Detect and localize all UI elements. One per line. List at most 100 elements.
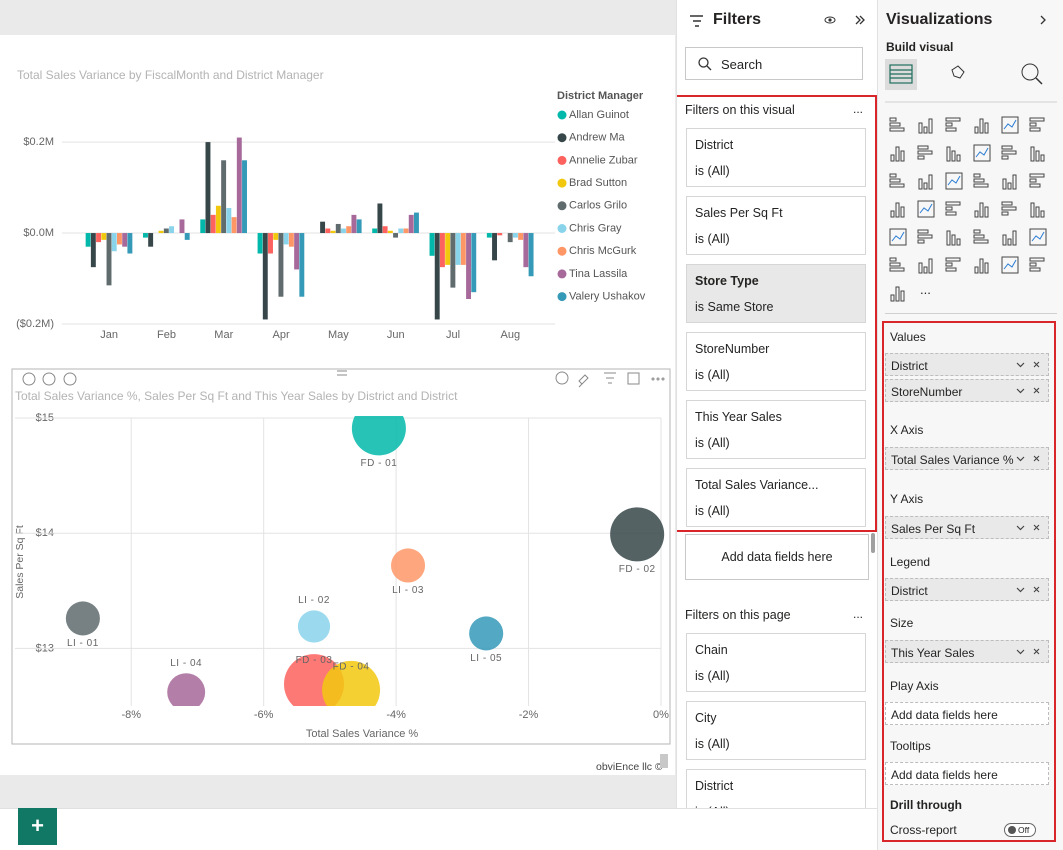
visual-type-icon[interactable] xyxy=(974,202,989,218)
visual-type-icon[interactable] xyxy=(973,229,989,244)
icon-part xyxy=(1029,122,1037,127)
filter-card[interactable]: Sales Per Sq Ft is (All) xyxy=(686,196,866,255)
filter-card[interactable]: Store Type is Same Store xyxy=(686,264,866,323)
visual-type-icon[interactable] xyxy=(945,201,961,216)
visual-type-icon[interactable] xyxy=(918,118,933,134)
bar xyxy=(393,233,399,238)
filter-field: City xyxy=(695,711,717,725)
pane-title: Filters xyxy=(713,11,762,28)
visual-type-icon[interactable] xyxy=(945,172,963,190)
filter-card[interactable]: District is (All) xyxy=(686,769,866,808)
section-more[interactable]: ... xyxy=(853,102,864,116)
x-tick-label: Mar xyxy=(214,329,233,341)
visual-type-icon[interactable] xyxy=(945,117,961,132)
bar xyxy=(184,233,190,240)
visual-type-icon[interactable] xyxy=(917,200,935,218)
visual-type-icon[interactable] xyxy=(1001,116,1019,134)
filter-card[interactable]: Chain is (All) xyxy=(686,633,866,692)
visual-type-icon[interactable] xyxy=(918,174,933,190)
visual-type-icon[interactable] xyxy=(917,229,933,244)
visual-type-icon[interactable] xyxy=(973,144,991,162)
field-pill[interactable]: StoreNumber xyxy=(885,379,1049,402)
visual-frame xyxy=(11,368,671,745)
field-pill[interactable]: District xyxy=(885,353,1049,376)
tab-format[interactable] xyxy=(951,65,965,79)
add-page-button[interactable]: + xyxy=(18,808,57,845)
filter-card[interactable]: Total Sales Variance... is (All) xyxy=(686,468,866,527)
bar xyxy=(273,233,279,240)
more-visuals[interactable]: ... xyxy=(920,282,931,297)
plot-area xyxy=(65,416,665,706)
visual-type-icon[interactable] xyxy=(1002,174,1017,190)
filter-field: Sales Per Sq Ft xyxy=(695,206,783,220)
visual-type-icon[interactable] xyxy=(889,117,905,132)
visual-type-icon[interactable] xyxy=(1030,146,1045,162)
toggle[interactable]: Off xyxy=(1004,823,1036,837)
section-more[interactable]: ... xyxy=(853,607,864,621)
visual-type-icon[interactable] xyxy=(890,286,905,302)
drop-zone[interactable]: Add data fields here xyxy=(885,762,1049,785)
visual-type-icon[interactable] xyxy=(918,258,933,274)
bar xyxy=(262,233,268,320)
field-pill[interactable]: District xyxy=(885,578,1049,601)
tab-analytics[interactable] xyxy=(1021,63,1039,81)
field-pill[interactable]: Sales Per Sq Ft xyxy=(885,516,1049,539)
visual-type-icon[interactable] xyxy=(889,257,905,272)
visual-type-icon[interactable] xyxy=(1002,230,1017,246)
bar xyxy=(268,233,273,254)
bar xyxy=(96,233,102,243)
icon-part xyxy=(889,173,897,178)
visual-type-icon[interactable] xyxy=(889,173,905,188)
filter-card[interactable]: City is (All) xyxy=(686,701,866,760)
visual-type-icon[interactable] xyxy=(945,257,961,272)
icon-part xyxy=(973,183,989,188)
visual-type-icon[interactable] xyxy=(1029,228,1047,246)
visual-type-icon[interactable] xyxy=(1001,256,1019,274)
add-fields-drop[interactable]: Add data fields here xyxy=(685,534,869,580)
visual-type-icon[interactable] xyxy=(1001,145,1017,160)
filter-card[interactable]: StoreNumber is (All) xyxy=(686,332,866,391)
bar xyxy=(325,228,331,234)
x-tick-label: -6% xyxy=(254,709,274,721)
icon-part xyxy=(1001,201,1013,206)
filter-card[interactable]: This Year Sales is (All) xyxy=(686,400,866,459)
visual-type-icon[interactable] xyxy=(1001,201,1017,216)
bar xyxy=(445,233,451,265)
chart-title: Total Sales Variance by FiscalMonth and … xyxy=(17,68,324,82)
visibility-toggle[interactable] xyxy=(824,15,836,25)
legend-label: Brad Sutton xyxy=(569,177,627,189)
collapse-button[interactable] xyxy=(855,15,865,25)
visual-type-icon[interactable] xyxy=(1029,257,1045,272)
visual-type-icon[interactable] xyxy=(889,228,907,246)
field-actions[interactable] xyxy=(1009,385,1045,397)
well-label: Y Axis xyxy=(890,492,924,506)
visual-type-icon[interactable] xyxy=(1030,202,1045,218)
visual-type-icon[interactable] xyxy=(974,258,989,274)
visual-type-icon[interactable] xyxy=(973,173,989,188)
visual-type-icon[interactable] xyxy=(1029,117,1045,132)
field-actions[interactable] xyxy=(1009,646,1045,658)
data-label: LI - 01 xyxy=(67,638,99,649)
field-actions[interactable] xyxy=(1009,453,1045,465)
icon-part xyxy=(890,154,895,162)
icon-part xyxy=(889,262,901,267)
collapse-button[interactable] xyxy=(1039,15,1049,25)
visual-type-icon[interactable] xyxy=(1029,173,1045,188)
field-name: StoreNumber xyxy=(891,385,963,399)
field-actions[interactable] xyxy=(1009,359,1045,371)
visual-type-icon[interactable] xyxy=(917,145,933,160)
visual-type-icon[interactable] xyxy=(974,118,989,134)
field-pill[interactable]: This Year Sales xyxy=(885,640,1049,663)
field-actions[interactable] xyxy=(1009,584,1045,596)
filter-card[interactable]: District is (All) xyxy=(686,128,866,187)
visual-type-icon[interactable] xyxy=(946,146,961,162)
visual-type-icon[interactable] xyxy=(890,146,905,162)
visual-type-icon[interactable] xyxy=(946,230,961,246)
bar xyxy=(528,233,534,277)
visual-type-icon[interactable] xyxy=(890,202,905,218)
icon-part xyxy=(919,203,933,214)
field-pill[interactable]: Total Sales Variance % xyxy=(885,447,1049,470)
search-box[interactable]: Search xyxy=(685,47,863,80)
field-actions[interactable] xyxy=(1009,522,1045,534)
drop-zone[interactable]: Add data fields here xyxy=(885,702,1049,725)
